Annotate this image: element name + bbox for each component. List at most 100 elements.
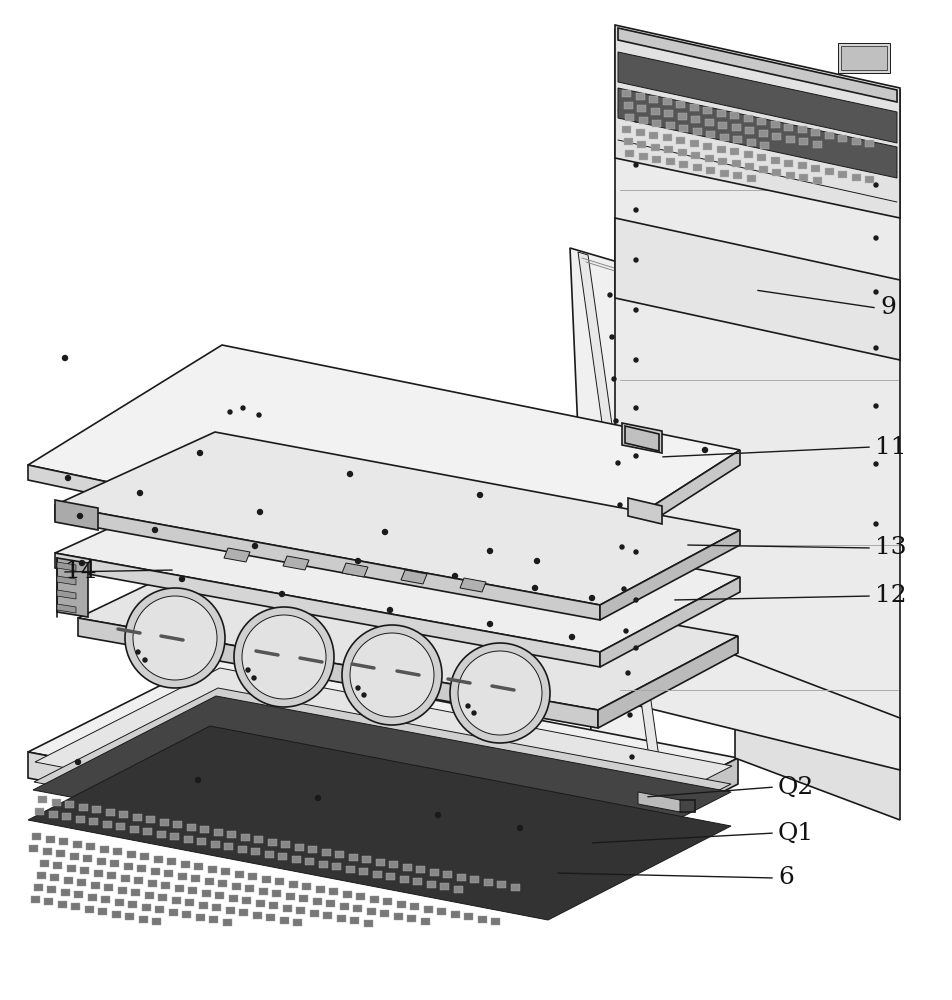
Bar [665, 158, 675, 165]
Bar [78, 804, 88, 810]
Polygon shape [28, 465, 545, 590]
Polygon shape [615, 25, 900, 218]
Bar [106, 808, 114, 816]
Bar [305, 858, 314, 865]
Polygon shape [570, 248, 652, 800]
Polygon shape [342, 563, 368, 577]
Bar [691, 116, 700, 123]
Bar [838, 171, 847, 178]
Polygon shape [625, 426, 659, 451]
Bar [413, 878, 422, 885]
Bar [43, 848, 51, 854]
Bar [746, 175, 756, 182]
Bar [245, 885, 254, 892]
Bar [811, 129, 820, 136]
Circle shape [634, 502, 638, 506]
Bar [104, 884, 113, 891]
Bar [636, 93, 645, 100]
Bar [323, 912, 332, 919]
Circle shape [137, 490, 143, 495]
Bar [265, 850, 273, 857]
Bar [101, 896, 110, 903]
Bar [359, 868, 368, 875]
Bar [160, 818, 169, 826]
Circle shape [234, 607, 334, 707]
Bar [302, 883, 311, 890]
Bar [453, 886, 463, 892]
Bar [464, 913, 473, 920]
Bar [145, 892, 153, 898]
Circle shape [874, 183, 878, 187]
Bar [652, 120, 661, 127]
Bar [92, 806, 101, 813]
Bar [150, 867, 160, 874]
Bar [116, 823, 125, 830]
Bar [170, 833, 179, 840]
Bar [29, 845, 38, 852]
Circle shape [634, 308, 638, 312]
Bar [457, 874, 466, 880]
Bar [772, 169, 781, 176]
Bar [624, 138, 632, 145]
Polygon shape [55, 505, 600, 620]
Circle shape [246, 668, 250, 672]
Circle shape [63, 356, 68, 360]
Bar [731, 160, 741, 167]
Bar [259, 888, 268, 894]
Bar [326, 900, 335, 907]
Bar [649, 132, 658, 139]
Polygon shape [618, 28, 897, 102]
Circle shape [634, 358, 638, 362]
Polygon shape [28, 726, 731, 920]
Bar [173, 821, 182, 828]
Bar [234, 870, 244, 878]
Circle shape [589, 595, 594, 600]
Bar [319, 860, 327, 867]
Bar [266, 914, 275, 921]
Bar [745, 163, 754, 170]
Bar [143, 828, 152, 835]
Polygon shape [618, 88, 897, 178]
Circle shape [362, 693, 366, 697]
Bar [663, 134, 671, 141]
Bar [798, 126, 806, 133]
Polygon shape [78, 618, 598, 728]
Bar [32, 833, 41, 840]
Bar [210, 840, 220, 848]
Bar [679, 125, 688, 132]
Bar [281, 841, 290, 848]
Bar [759, 166, 767, 173]
Circle shape [620, 545, 624, 549]
Bar [622, 90, 631, 97]
Bar [152, 918, 161, 925]
Bar [293, 919, 302, 926]
Circle shape [77, 514, 83, 518]
Bar [348, 854, 358, 860]
Bar [785, 172, 795, 179]
Bar [283, 904, 291, 912]
Bar [691, 152, 700, 159]
Bar [47, 886, 56, 893]
Circle shape [355, 558, 361, 564]
Bar [770, 157, 780, 164]
Bar [484, 879, 492, 886]
Circle shape [133, 596, 217, 680]
Bar [329, 888, 338, 895]
Polygon shape [57, 562, 76, 571]
Bar [718, 158, 727, 165]
Bar [242, 897, 251, 904]
Bar [772, 133, 781, 140]
Bar [98, 908, 107, 915]
Circle shape [634, 406, 638, 410]
Circle shape [622, 587, 626, 591]
Bar [30, 896, 39, 902]
Circle shape [874, 290, 878, 294]
Bar [294, 844, 304, 850]
Polygon shape [55, 480, 740, 652]
Circle shape [387, 607, 392, 612]
Bar [86, 843, 95, 850]
Bar [625, 150, 634, 157]
Circle shape [257, 413, 261, 417]
Bar [375, 858, 385, 865]
Bar [403, 863, 411, 870]
